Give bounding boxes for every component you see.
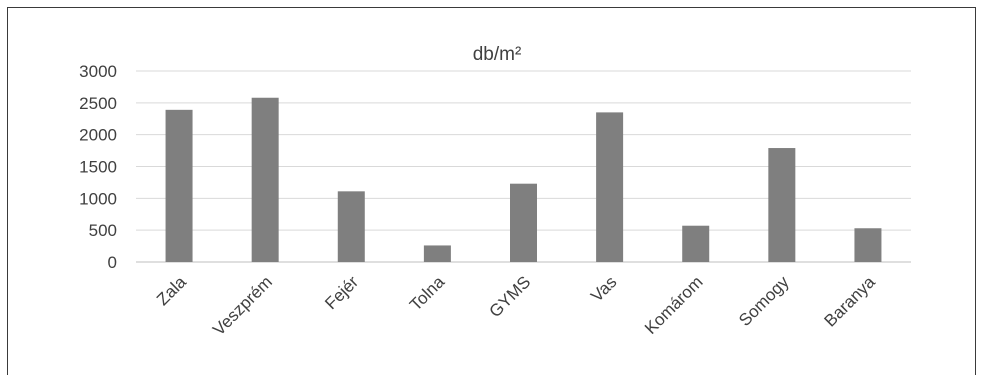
bar (510, 183, 537, 262)
bar (596, 112, 624, 262)
x-tick-label: Komárom (641, 272, 707, 338)
bar (165, 109, 193, 262)
x-tick-label: GYMS (485, 272, 534, 321)
bar (423, 245, 451, 262)
y-tick-label: 2000 (79, 126, 117, 145)
x-tick-label: Veszprém (209, 272, 276, 339)
bar (768, 148, 796, 262)
x-tick-label: Vas (587, 272, 620, 305)
y-tick-label: 3000 (79, 62, 117, 81)
x-axis-labels: Zala Veszprém Fejér Tolna GYMS Vas Komárom Somo… (153, 272, 879, 339)
chart-title: db/m² (473, 44, 522, 65)
x-tick-label: Zala (153, 272, 190, 309)
bars (165, 97, 882, 263)
y-tick-label: 2500 (79, 94, 117, 113)
bar (251, 97, 279, 263)
x-tick-label: Tolna (406, 272, 449, 315)
bar (337, 191, 365, 262)
bar (854, 228, 882, 262)
x-tick-label: Somogy (735, 272, 793, 330)
x-tick-label: Fejér (321, 272, 362, 313)
y-tick-label: 1500 (79, 158, 117, 177)
y-tick-label: 1000 (79, 189, 117, 208)
x-tick-label: Baranya (821, 272, 880, 331)
bar (682, 225, 710, 262)
y-axis-ticks: 0 500 1000 1500 2000 2500 3000 (79, 62, 117, 272)
y-tick-label: 500 (89, 221, 117, 240)
y-tick-label: 0 (108, 253, 117, 272)
